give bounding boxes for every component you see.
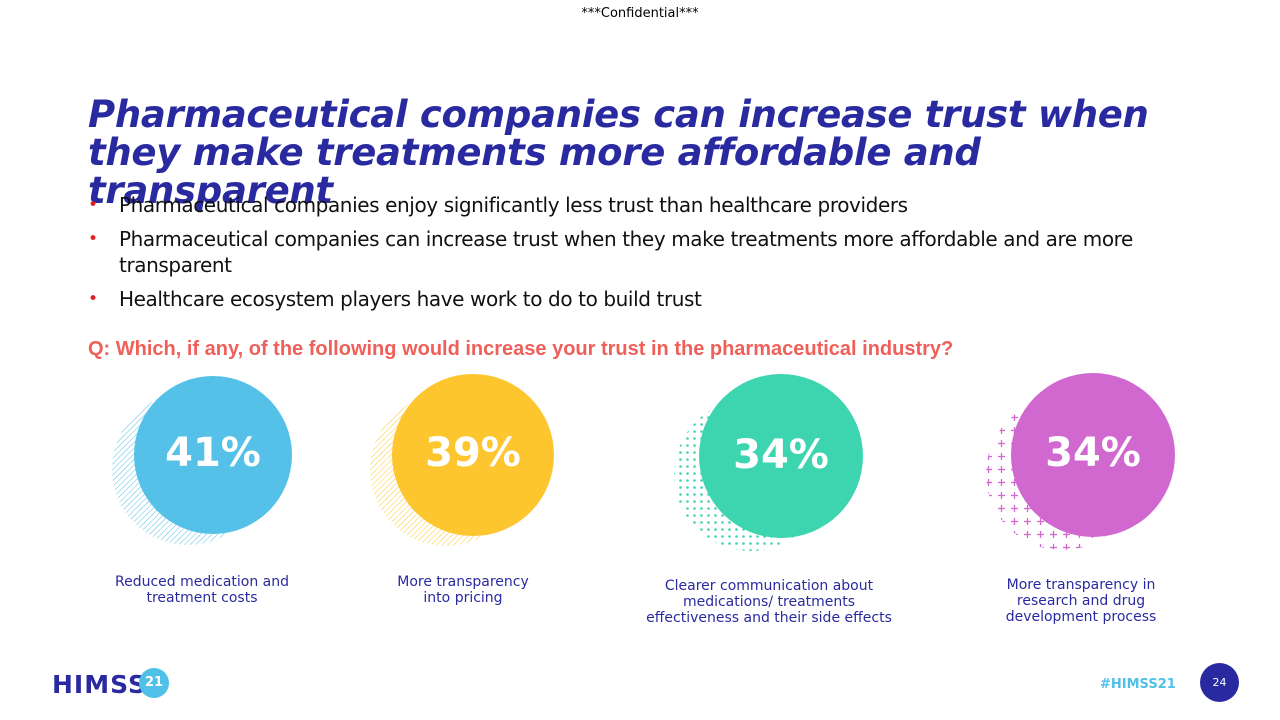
stat-value: 34% [1045,430,1141,476]
stat-caption: More transparency into pricing [397,574,529,606]
stat-circle-1: 41% [108,372,298,547]
slide-title: Pharmaceutical companies can increase tr… [88,93,1149,212]
logo-text: HIMSS [52,670,147,699]
confidential-label: ***Confidential*** [581,6,699,21]
plus-shadow-icon [986,373,1175,550]
hatched-shadow-icon [370,374,554,546]
dotted-shadow-icon [674,374,863,551]
stat-value: 39% [425,430,521,476]
stat-caption: Clearer communication about medications/… [646,578,892,626]
stat-value: 41% [165,430,261,476]
stat-circle-2: 39% [366,372,558,547]
hatched-shadow-icon [112,376,292,545]
bullet-text: Pharmaceutical companies enjoy significa… [119,193,908,217]
bullet-item: • Pharmaceutical companies can increase t… [88,226,1208,278]
stat-circle-3: 34% [670,372,870,554]
stat-caption: More transparency in research and drug d… [1005,577,1157,625]
survey-question: Q: Which, if any, of the following would… [88,338,954,360]
stat-caption: Reduced medication and treatment costs [114,574,290,606]
stat-circle-4: 34% [982,372,1178,552]
hashtag-label: #HIMSS21 [1100,677,1176,692]
bullet-text: Pharmaceutical companies can increase tr… [119,227,1133,277]
bullet-item: • Healthcare ecosystem players have work … [88,286,1208,312]
stat-value: 34% [733,432,829,478]
bullet-list: • Pharmaceutical companies enjoy signific… [88,192,1208,320]
bullet-dot-icon: • [88,289,98,309]
bullet-dot-icon: • [88,229,98,249]
page-number: 24 [1200,663,1239,702]
bullet-item: • Pharmaceutical companies enjoy signific… [88,192,1208,218]
bullet-text: Healthcare ecosystem players have work t… [119,287,702,311]
logo-badge: 21 [139,668,169,698]
bullet-dot-icon: • [88,195,98,215]
